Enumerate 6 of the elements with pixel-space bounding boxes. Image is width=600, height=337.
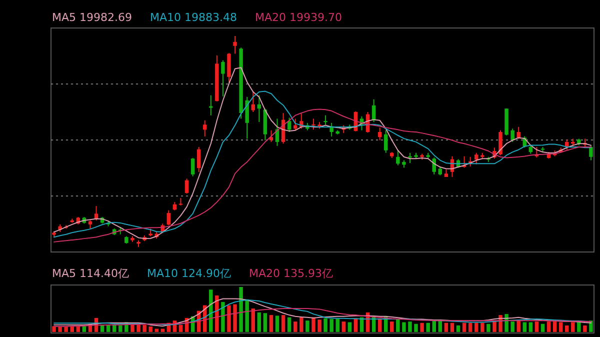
text: MA5 19982.69	[52, 11, 132, 24]
text: MA20 135.93亿	[249, 267, 333, 280]
text: MA20 19939.70	[255, 11, 342, 24]
text: MA10 124.90亿	[147, 267, 231, 280]
text: MA10 19883.48	[150, 11, 237, 24]
text: MA5 114.40亿	[52, 267, 129, 280]
